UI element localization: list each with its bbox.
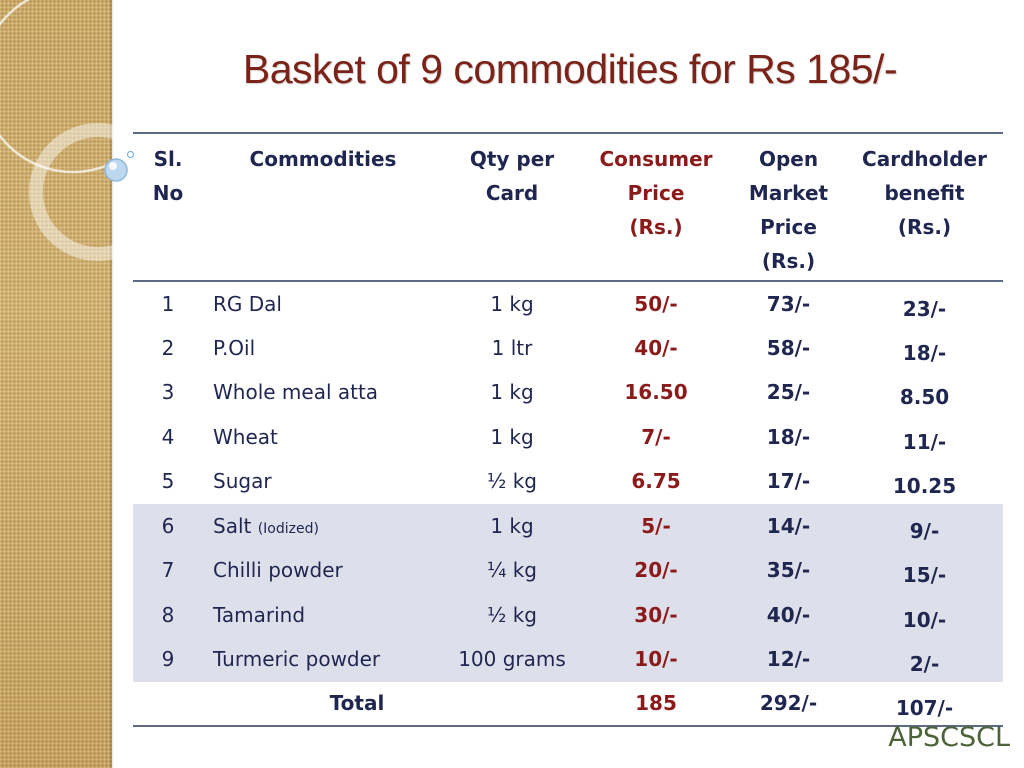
cell-commodity-name: Tamarind bbox=[203, 592, 443, 637]
cell-commodity-name: RG Dal bbox=[203, 281, 443, 326]
table-row: 8 Tamarind ½ kg 30/- 40/- 10/- bbox=[133, 592, 1003, 637]
footer-brand: APSCSCL bbox=[888, 722, 1010, 753]
table-row: 1 RG Dal 1 kg 50/- 73/- 23/- bbox=[133, 281, 1003, 326]
header-cardholder-benefit: Cardholder benefit (Rs.) bbox=[862, 147, 987, 239]
cell-sl-no: 9 bbox=[133, 637, 203, 682]
table-row: 7 Chilli powder ¼ kg 20/- 35/- 15/- bbox=[133, 548, 1003, 593]
commodity-name-text: Whole meal atta bbox=[213, 380, 379, 405]
header-sl-no: Sl. No bbox=[152, 147, 184, 205]
cell-qty: ¼ kg bbox=[443, 548, 581, 593]
cell-cardholder-benefit: 8.50 bbox=[899, 385, 950, 410]
cell-open-market-price: 17/- bbox=[766, 469, 811, 494]
commodity-name-text: Sugar bbox=[213, 469, 272, 494]
cell-sl-no: 2 bbox=[161, 335, 175, 360]
cell-cardholder-benefit: 11/- bbox=[902, 429, 947, 454]
cell-commodity-name: Whole meal atta bbox=[203, 370, 443, 415]
cell-qty: 1 kg bbox=[490, 424, 534, 449]
cell-open-market-price: 40/- bbox=[731, 592, 846, 637]
bullet-icon bbox=[127, 151, 134, 158]
slide-title: Basket of 9 commodities for Rs 185/- bbox=[242, 46, 898, 92]
cell-open-market-price: 18/- bbox=[766, 424, 811, 449]
cell-total-label: Total bbox=[329, 691, 385, 716]
cell-commodity-name: Chilli powder bbox=[203, 548, 443, 593]
commodities-table: Sl. No Commodities Qty per Card Consumer… bbox=[133, 132, 1003, 727]
cell-commodity-name: P.Oil bbox=[203, 326, 443, 371]
commodities-table-container: Sl. No Commodities Qty per Card Consumer… bbox=[133, 132, 1003, 727]
cell-commodity-name: Salt (Iodized) bbox=[203, 503, 443, 548]
cell-qty: ½ kg bbox=[486, 469, 538, 494]
cell-open-market-price: 14/- bbox=[731, 503, 846, 548]
commodity-note: (Iodized) bbox=[257, 520, 319, 537]
cell-sl-no: 3 bbox=[161, 380, 175, 405]
header-qty-per-card: Qty per Card bbox=[469, 147, 555, 205]
commodity-name-text: Salt bbox=[213, 513, 252, 538]
cell-total-cardholder-benefit: 107/- bbox=[895, 696, 954, 721]
cell-cardholder-benefit: 23/- bbox=[902, 296, 947, 321]
commodity-name-text: Wheat bbox=[213, 424, 278, 449]
cell-cardholder-benefit: 10.25 bbox=[892, 474, 957, 499]
table-row: 9 Turmeric powder 100 grams 10/- 12/- 2/- bbox=[133, 637, 1003, 682]
cell-sl-no: 1 bbox=[161, 291, 175, 316]
header-commodities: Commodities bbox=[249, 147, 397, 171]
table-header-row: Sl. No Commodities Qty per Card Consumer… bbox=[133, 133, 1003, 281]
table-row: 4 Wheat 1 kg 7/- 18/- 11/- bbox=[133, 415, 1003, 460]
cell-qty: 1 kg bbox=[490, 291, 534, 316]
cell-consumer-price: 16.50 bbox=[624, 380, 688, 405]
cell-cardholder-benefit: 15/- bbox=[846, 548, 1003, 593]
cell-open-market-price: 12/- bbox=[731, 637, 846, 682]
cell-qty: ½ kg bbox=[443, 592, 581, 637]
commodity-name-text: P.Oil bbox=[213, 335, 256, 360]
cell-qty: 1 kg bbox=[443, 503, 581, 548]
large-ring bbox=[0, 0, 167, 174]
commodity-name-text: Tamarind bbox=[213, 602, 306, 627]
glass-bead-icon bbox=[104, 158, 128, 182]
table-row: 3 Whole meal atta 1 kg 16.50 25/- 8.50 bbox=[133, 370, 1003, 415]
cell-cardholder-benefit: 10/- bbox=[846, 592, 1003, 637]
table-row: 2 P.Oil 1 ltr 40/- 58/- 18/- bbox=[133, 326, 1003, 371]
cell-commodity-name: Wheat bbox=[203, 415, 443, 460]
cell-sl-no: 8 bbox=[133, 592, 203, 637]
table-row: 5 Sugar ½ kg 6.75 17/- 10.25 bbox=[133, 459, 1003, 504]
medium-ring bbox=[29, 123, 167, 261]
cell-qty: 1 kg bbox=[490, 380, 534, 405]
commodity-name-text: Chilli powder bbox=[213, 558, 343, 583]
total-row: Total 185 292/- 107/- bbox=[133, 682, 1003, 726]
cell-cardholder-benefit: 2/- bbox=[846, 637, 1003, 682]
cell-commodity-name: Turmeric powder bbox=[203, 637, 443, 682]
cell-consumer-price: 20/- bbox=[581, 548, 731, 593]
header-consumer-price: Consumer Price (Rs.) bbox=[599, 147, 713, 239]
cell-consumer-price: 30/- bbox=[581, 592, 731, 637]
commodity-name-text: RG Dal bbox=[213, 291, 282, 316]
cell-sl-no: 6 bbox=[133, 503, 203, 548]
cell-consumer-price: 10/- bbox=[581, 637, 731, 682]
cell-total-consumer-price: 185 bbox=[635, 691, 677, 716]
cell-consumer-price: 40/- bbox=[634, 335, 678, 360]
sidebar-shadow-edge bbox=[110, 0, 114, 768]
cell-sl-no: 4 bbox=[161, 424, 175, 449]
cell-open-market-price: 58/- bbox=[766, 335, 811, 360]
cell-qty: 100 grams bbox=[443, 637, 581, 682]
cell-sl-no: 7 bbox=[133, 548, 203, 593]
commodity-name-text: Turmeric powder bbox=[213, 647, 381, 672]
cell-total-open-market-price: 292/- bbox=[759, 691, 818, 716]
decorative-rings bbox=[0, 0, 167, 261]
cell-consumer-price: 5/- bbox=[581, 503, 731, 548]
header-open-market-price: Open Market Price (Rs.) bbox=[748, 147, 829, 273]
cell-cardholder-benefit: 18/- bbox=[902, 340, 947, 365]
cell-cardholder-benefit: 9/- bbox=[846, 503, 1003, 548]
cell-consumer-price: 7/- bbox=[641, 424, 671, 449]
cell-consumer-price: 50/- bbox=[634, 291, 678, 316]
cell-sl-no: 5 bbox=[161, 469, 175, 494]
cell-qty: 1 ltr bbox=[491, 335, 533, 360]
cell-open-market-price: 73/- bbox=[766, 291, 811, 316]
cell-open-market-price: 35/- bbox=[731, 548, 846, 593]
cell-open-market-price: 25/- bbox=[766, 380, 811, 405]
cell-commodity-name: Sugar bbox=[203, 459, 443, 504]
table-row: 6 Salt (Iodized) 1 kg 5/- 14/- 9/- bbox=[133, 503, 1003, 548]
table-body: 1 RG Dal 1 kg 50/- 73/- 23/- 2 P.Oil 1 ltr 40/- 58… bbox=[133, 281, 1003, 726]
cell-consumer-price: 6.75 bbox=[631, 469, 681, 494]
burlap-texture-sidebar bbox=[0, 0, 112, 768]
